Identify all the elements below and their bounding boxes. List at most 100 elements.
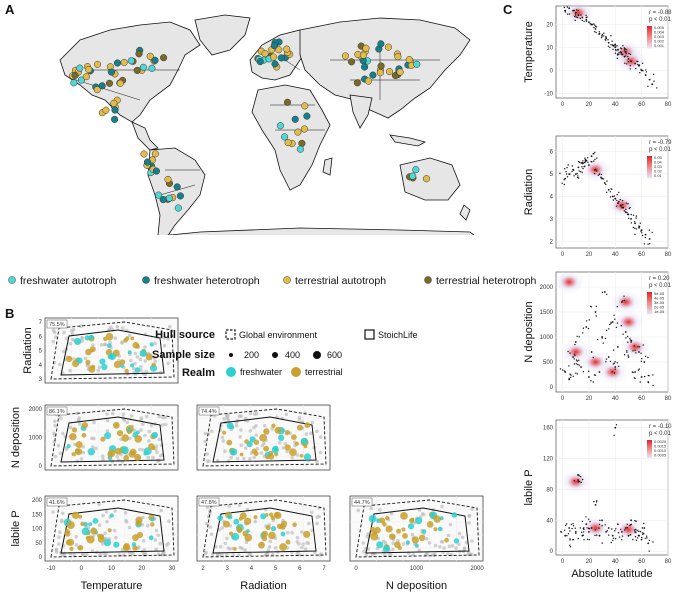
y-axis-label: labile P	[523, 469, 535, 505]
jitter-point	[591, 24, 593, 26]
data-point	[590, 351, 593, 353]
global-env-point	[97, 365, 102, 370]
global-env-point	[239, 428, 243, 432]
map-point-terrestrial-autotroph	[359, 51, 367, 59]
jitter-point	[585, 159, 588, 162]
jitter-point	[579, 476, 582, 478]
global-env-point	[268, 539, 273, 544]
freshwater-point	[109, 513, 114, 518]
data-point	[617, 346, 619, 348]
global-env-point	[301, 542, 306, 547]
global-env-point	[70, 328, 74, 333]
jitter-point	[635, 520, 637, 522]
global-env-point	[105, 429, 110, 433]
hull-cell-p-ndep: 44.7% 0 1000 2000 N deposition	[349, 495, 484, 592]
global-env-point	[147, 439, 151, 443]
map-point-terrestrial-autotroph	[362, 44, 370, 52]
density-legend-label: 0.005	[654, 25, 665, 30]
terrestrial-point	[385, 515, 390, 521]
jitter-point	[574, 354, 576, 357]
jitter-point	[635, 531, 637, 534]
map-point-freshwater-autotroph	[76, 64, 84, 72]
terrestrial-point	[244, 517, 252, 525]
jitter-point	[619, 198, 621, 201]
global-env-point	[96, 368, 100, 373]
jitter-point	[620, 48, 623, 50]
jitter-point	[581, 520, 583, 523]
jitter-point	[577, 160, 580, 163]
jitter-point	[633, 345, 635, 347]
jitter-point	[588, 539, 590, 541]
jitter-point	[578, 170, 580, 172]
global-env-point	[57, 535, 61, 539]
terrestrial-point	[433, 527, 438, 532]
global-env-point	[61, 349, 66, 354]
jitter-point	[648, 229, 650, 231]
global-env-point	[460, 535, 465, 540]
data-point	[644, 233, 647, 236]
freshwater-point	[88, 334, 94, 341]
y-tick-label: 2000	[540, 285, 554, 291]
jitter-point	[566, 176, 569, 178]
freshwater-point	[231, 532, 240, 541]
global-env-point	[62, 330, 66, 335]
jitter-point	[641, 532, 644, 534]
jitter-point	[642, 344, 644, 346]
jitter-point	[641, 358, 643, 360]
jitter-point	[568, 13, 571, 15]
jitter-point	[627, 341, 629, 343]
global-env-point	[99, 343, 104, 347]
data-point	[572, 538, 574, 541]
jitter-point	[612, 349, 615, 351]
global-env-point	[310, 528, 314, 533]
x-tick-label: 0	[561, 396, 565, 402]
jitter-point	[595, 305, 597, 307]
jitter-point	[606, 293, 608, 296]
jitter-point	[598, 527, 600, 529]
jitter-point	[615, 49, 617, 52]
jitter-point	[612, 539, 614, 542]
terrestrial-point	[303, 444, 308, 449]
map-point-freshwater-heterotroph	[256, 58, 264, 66]
panel-a-legend: freshwater autotroph freshwater heterotro…	[8, 275, 537, 287]
freshwater-point	[217, 515, 224, 521]
coverage-tag-box	[46, 406, 68, 416]
jitter-point	[648, 375, 650, 377]
terrestrial-point	[90, 527, 98, 535]
jitter-point	[639, 222, 641, 224]
global-env-point	[105, 412, 109, 416]
jitter-point	[611, 371, 613, 373]
global-env-point	[58, 530, 62, 534]
jitter-point	[612, 537, 615, 539]
density-legend-bar	[647, 292, 652, 315]
map-point-freshwater-autotroph	[148, 64, 156, 72]
terrestrial-point	[238, 516, 243, 521]
size-400-swatch	[272, 352, 278, 358]
global-env-point	[68, 425, 73, 430]
realm-freshwater-label: freshwater	[240, 367, 282, 377]
data-point	[607, 527, 610, 529]
density-legend-label: 3e-05	[654, 300, 665, 305]
map-point-freshwater-heterotroph	[291, 115, 299, 123]
jitter-point	[574, 14, 577, 16]
global-env-point	[447, 544, 452, 549]
global-env-point	[228, 547, 232, 551]
data-point	[607, 188, 610, 191]
global-env-point	[166, 361, 170, 366]
global-env-point	[57, 542, 61, 546]
map-point-terrestrial-autotroph	[385, 68, 394, 76]
freshwater-point	[415, 517, 423, 525]
jitter-point	[626, 335, 629, 338]
jitter-point	[574, 527, 576, 529]
jitter-point	[563, 168, 566, 170]
jitter-point	[608, 328, 610, 330]
global-env-point	[154, 444, 159, 449]
jitter-point	[559, 172, 561, 174]
jitter-point	[640, 360, 642, 362]
jitter-point	[581, 19, 583, 22]
freshwater-point	[81, 527, 90, 536]
global-env-point	[286, 530, 290, 535]
density-hotspot	[616, 295, 635, 309]
global-env-point	[107, 327, 112, 332]
